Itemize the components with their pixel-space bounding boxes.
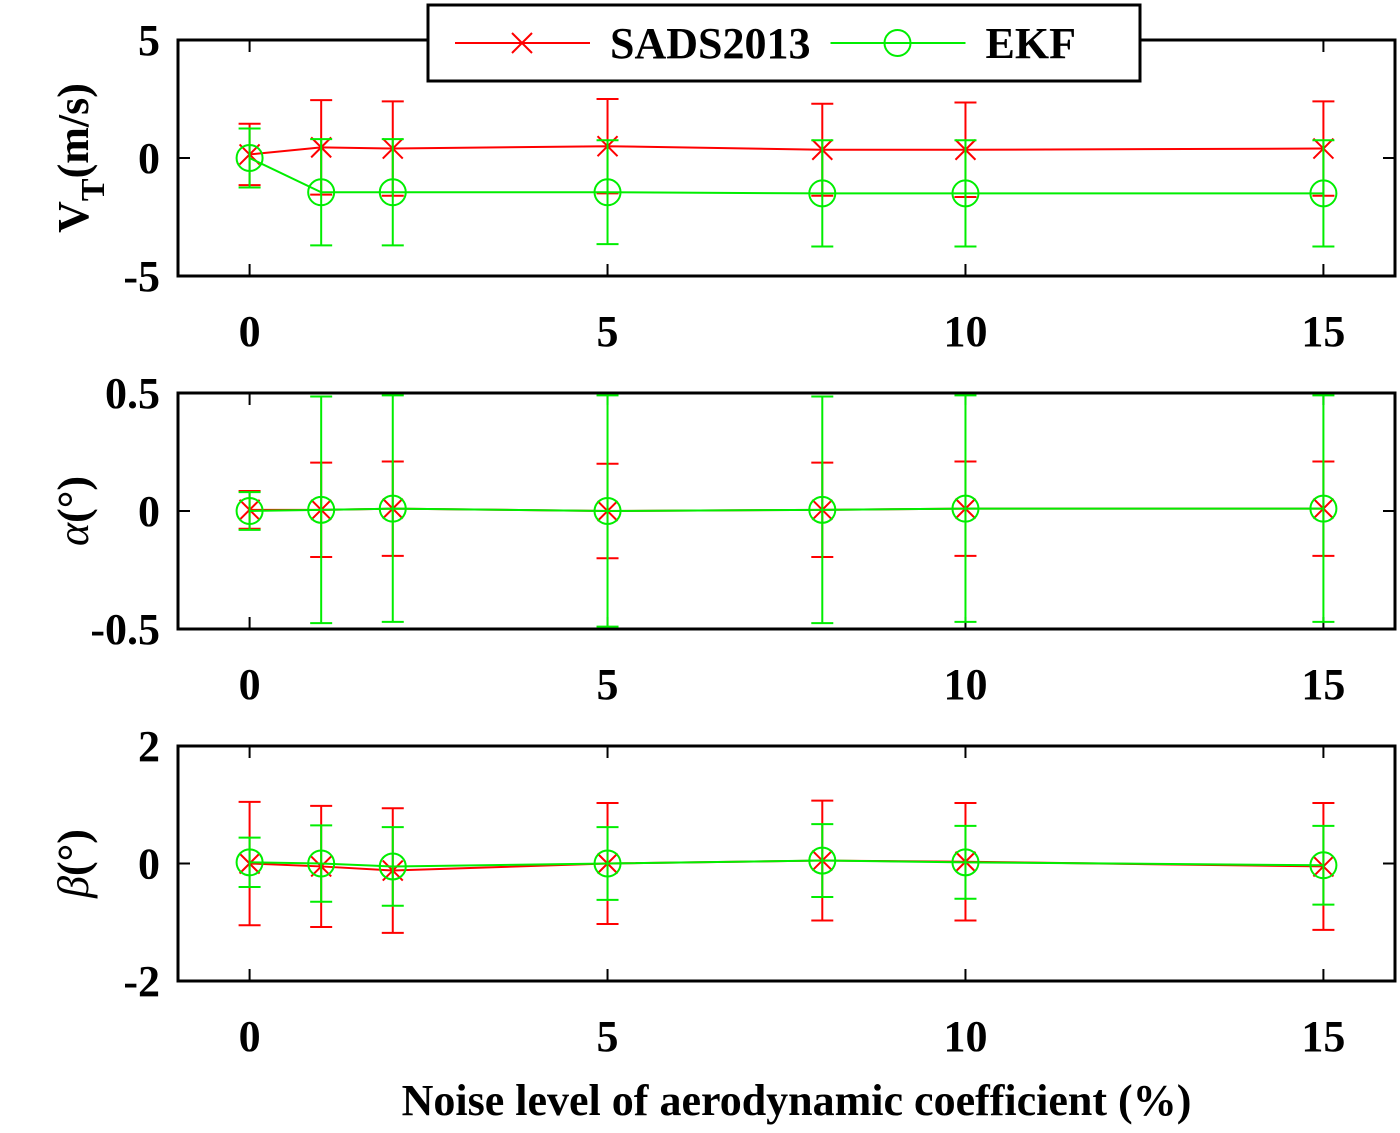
marker (378, 178, 407, 207)
y-axis-label: α(°) (49, 476, 98, 546)
marker (1309, 179, 1338, 208)
marker (593, 497, 622, 525)
y-tick-label: 5 (138, 16, 160, 65)
y-tick-label: 2 (138, 722, 160, 771)
y-axis-label-part: (m/s) (49, 83, 98, 178)
y-axis-label-part: (°) (49, 476, 98, 523)
y-tick-label: -0.5 (90, 605, 160, 654)
x-tick-label: 0 (239, 1012, 261, 1061)
error-bar (954, 824, 977, 900)
error-bar (596, 826, 619, 901)
error-bar (596, 139, 619, 246)
error-bar (954, 394, 977, 623)
marker (307, 495, 336, 524)
x-axis-label: Noise level of aerodynamic coefficient (… (402, 1076, 1192, 1125)
y-axis-label-part: V (49, 201, 98, 233)
marker (951, 848, 980, 877)
error-bar (381, 826, 404, 907)
x-tick-label: 0 (239, 660, 261, 709)
series-line (249, 145, 1324, 156)
legend-marker (883, 29, 912, 57)
marker (951, 179, 980, 208)
marker (307, 849, 336, 878)
marker (808, 495, 837, 524)
y-tick-label: 0 (138, 487, 160, 536)
error-bar (381, 394, 404, 623)
error-bar (954, 139, 977, 248)
marker (808, 179, 837, 208)
error-bar (811, 139, 834, 248)
x-tick-label: 15 (1301, 660, 1345, 709)
y-axis-label-part: T (75, 178, 112, 201)
x-tick-label: 10 (943, 660, 987, 709)
error-bar (238, 836, 261, 888)
x-tick-label: 15 (1301, 1012, 1345, 1061)
marker (808, 846, 837, 875)
series-line (249, 859, 1324, 868)
marker (1309, 494, 1338, 523)
x-tick-label: 5 (597, 307, 619, 356)
error-bar (811, 823, 834, 898)
error-bar (310, 395, 333, 625)
error-bar (310, 824, 333, 903)
error-bar (1312, 139, 1335, 248)
marker (1309, 851, 1338, 880)
marker (378, 494, 407, 523)
error-bar (381, 138, 404, 247)
x-tick-label: 15 (1301, 307, 1345, 356)
x-tick-label: 5 (597, 660, 619, 709)
y-axis-label-part: (°) (49, 829, 98, 876)
error-bar (310, 138, 333, 247)
marker (593, 849, 622, 878)
x-tick-label: 10 (943, 307, 987, 356)
marker (235, 497, 264, 525)
series-line (249, 157, 1324, 195)
y-tick-label: -5 (123, 252, 160, 301)
y-axis-label: VT(m/s) (49, 83, 112, 233)
y-tick-label: -2 (123, 957, 160, 1006)
series-line (249, 507, 1324, 513)
marker (307, 178, 336, 207)
error-bar (596, 394, 619, 628)
y-tick-label: 0.5 (105, 369, 160, 418)
y-axis-label-part: β (49, 876, 98, 899)
x-tick-label: 0 (239, 307, 261, 356)
error-bar (1312, 394, 1335, 623)
marker (378, 852, 407, 881)
marker (951, 494, 980, 523)
marker (235, 144, 264, 172)
marker (235, 848, 264, 877)
y-tick-label: 0 (138, 840, 160, 889)
x-tick-label: 10 (943, 1012, 987, 1061)
marker (593, 178, 622, 207)
x-tick-label: 5 (597, 1012, 619, 1061)
legend-label: EKF (986, 19, 1076, 68)
y-tick-label: 0 (138, 134, 160, 183)
y-axis-label: β(°) (49, 829, 98, 899)
error-bar (238, 127, 261, 189)
legend-label: SADS2013 (610, 19, 811, 68)
error-bar (1312, 824, 1335, 906)
error-bar (811, 395, 834, 625)
legend-marker (511, 32, 533, 54)
y-axis-label-part: α (49, 522, 98, 546)
